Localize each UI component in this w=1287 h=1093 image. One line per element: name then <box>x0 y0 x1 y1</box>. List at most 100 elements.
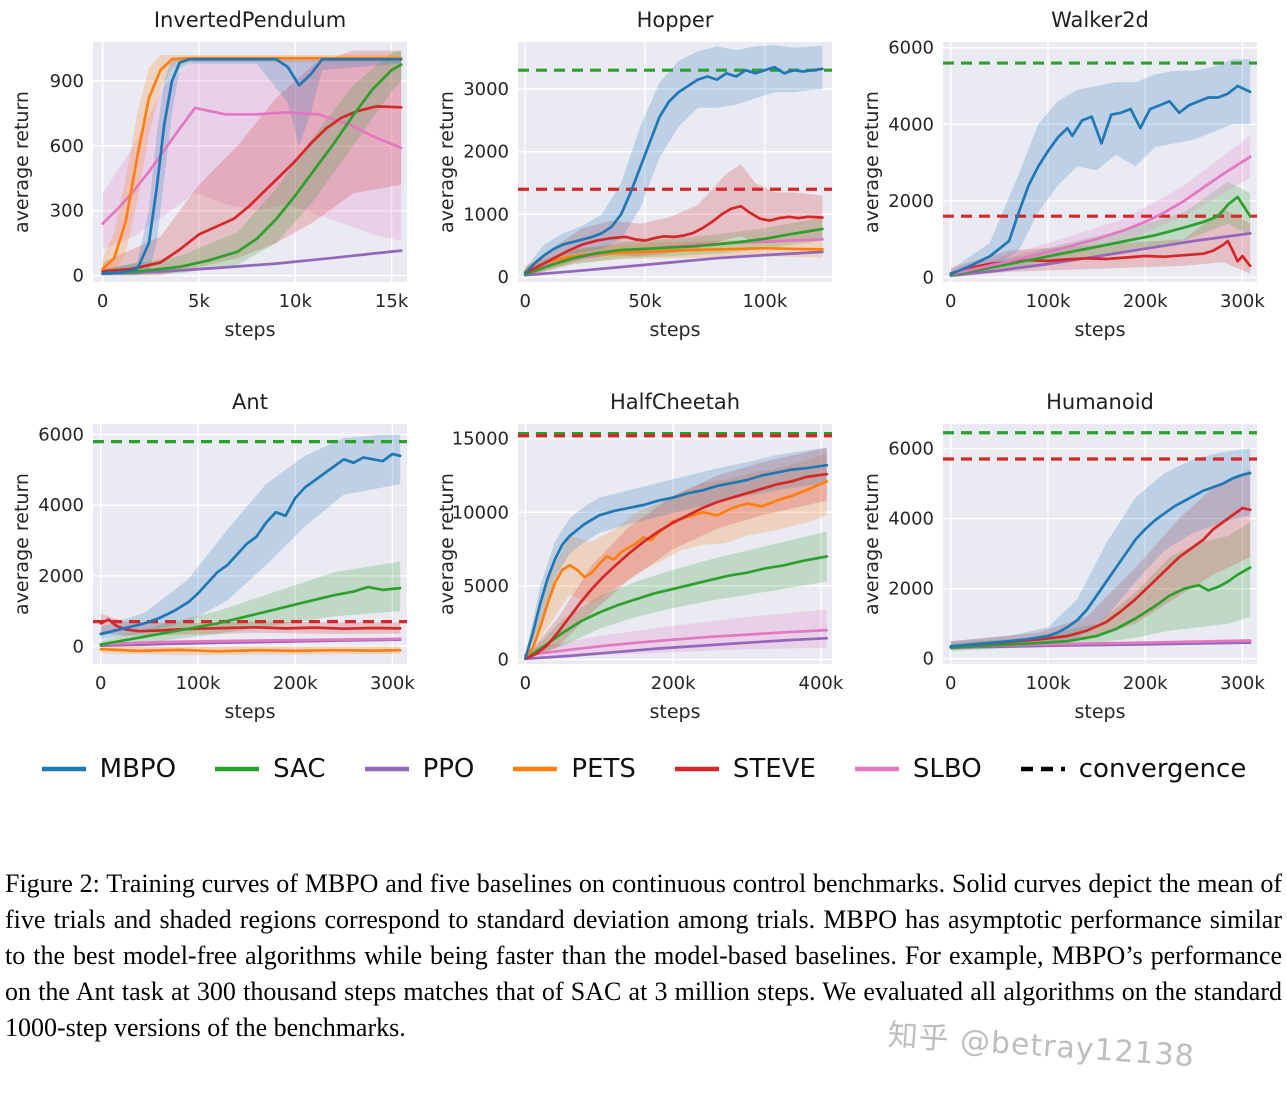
y-tick-label: 2000 <box>463 142 509 163</box>
legend-item-ppo: PPO <box>364 754 475 784</box>
chart-cell-humanoid: Humanoid 0 100k 200k 300k 0 2000 4000 6000 steps a… <box>854 388 1279 728</box>
legend-item-slbo: SLBO <box>854 754 982 784</box>
y-tick-label: 0 <box>923 267 934 288</box>
chart-halfcheetah: HalfCheetah 0 200k 400k 0 5000 10000 15000 steps… <box>438 390 844 723</box>
legend-label: PPO <box>422 754 475 784</box>
series-line-sac <box>99 585 402 646</box>
y-tick-label: 0 <box>73 636 84 657</box>
chart-humanoid: Humanoid 0 100k 200k 300k 0 2000 4000 6000 steps a… <box>863 390 1265 723</box>
series-line-pets <box>99 647 402 653</box>
series-line-ppo <box>524 636 829 661</box>
y-tick-label: 6000 <box>888 439 934 460</box>
band-steve <box>525 447 827 660</box>
y-axis-label: average return <box>438 473 458 615</box>
chart-cell-hopper: Hopper 0 50k 100k 0 1000 2000 3000 steps average … <box>429 6 854 346</box>
series-line-steve <box>949 506 1252 648</box>
series-line-sac <box>949 195 1252 277</box>
x-tick-label: 300k <box>370 673 415 694</box>
legend-label: SLBO <box>912 754 982 784</box>
x-tick-label: 50k <box>628 291 662 312</box>
y-tick-label: 15000 <box>452 429 509 450</box>
series-line-pets <box>101 56 403 271</box>
plot-background <box>518 424 832 664</box>
y-axis-label: average return <box>13 91 33 233</box>
band-mbpo <box>100 434 401 640</box>
chart-title: HalfCheetah <box>610 390 740 414</box>
series-line-ppo <box>101 249 403 276</box>
y-axis-label: average return <box>438 91 458 233</box>
legend-swatch-mbpo-line <box>41 766 86 772</box>
band-mbpo <box>950 59 1251 278</box>
legend-item-convergence: convergence <box>1020 754 1247 784</box>
x-axis-label: steps <box>225 319 276 341</box>
gridlines <box>518 424 832 664</box>
x-tick-label: 100k <box>176 673 221 694</box>
band-sac <box>100 561 401 647</box>
x-tick-label: 5k <box>188 291 210 312</box>
charts-grid: InvertedPendulum 0 5k 10k 15k 0 300 600 900 steps… <box>4 6 1279 728</box>
legend-label: STEVE <box>732 754 816 784</box>
y-tick-label: 0 <box>498 650 509 671</box>
chart-cell-halfcheetah: HalfCheetah 0 200k 400k 0 5000 10000 15000 steps… <box>429 388 854 728</box>
chart-title: Ant <box>232 390 268 414</box>
x-tick-label: 0 <box>520 673 531 694</box>
x-tick-label: 0 <box>97 291 108 312</box>
figure-caption: Figure 2: Training curves of MBPO and fi… <box>5 869 1282 1042</box>
chart-inverted-pendulum: InvertedPendulum 0 5k 10k 15k 0 300 600 900 steps… <box>13 8 409 341</box>
chart-hopper: Hopper 0 50k 100k 0 1000 2000 3000 steps average … <box>438 8 832 341</box>
series-line-sac <box>523 227 824 276</box>
series-line-pets <box>524 480 829 660</box>
x-tick-label: 0 <box>519 291 530 312</box>
y-tick-label: 4000 <box>888 114 934 135</box>
series-line-mbpo <box>524 463 829 660</box>
y-axis-label: average return <box>13 473 33 615</box>
chart-title: Walker2d <box>1051 8 1149 32</box>
legend-item-mbpo: MBPO <box>41 754 176 784</box>
y-tick-label: 0 <box>923 649 934 670</box>
series-line-steve <box>99 618 402 633</box>
x-tick-label: 300k <box>1220 673 1265 694</box>
y-tick-label: 4000 <box>888 509 934 530</box>
x-axis-label: steps <box>1075 701 1126 723</box>
series-line-mbpo <box>99 452 402 636</box>
chart-title: Humanoid <box>1046 390 1154 414</box>
y-tick-label: 0 <box>73 266 84 287</box>
y-tick-label: 1000 <box>463 204 509 225</box>
y-tick-label: 5000 <box>463 576 509 597</box>
y-tick-label: 2000 <box>888 579 934 600</box>
series-line-mbpo <box>523 65 824 275</box>
legend-item-sac: SAC <box>214 754 326 784</box>
band-sac <box>950 181 1251 278</box>
series-line-sac <box>949 566 1252 649</box>
x-tick-label: 200k <box>651 673 696 694</box>
x-tick-label: 300k <box>1220 291 1265 312</box>
chart-cell-invertedpendulum: InvertedPendulum 0 5k 10k 15k 0 300 600 900 steps… <box>4 6 429 346</box>
series-line-ppo <box>523 250 824 277</box>
series-line-sac <box>524 555 829 661</box>
figure-legend: MBPO SAC PPO PETS STEVE SLBO convergence <box>0 754 1287 784</box>
series-line-ppo <box>949 232 1252 277</box>
x-tick-label: 100k <box>1026 291 1071 312</box>
y-tick-label: 3000 <box>463 79 509 100</box>
band-slbo <box>102 57 402 250</box>
x-tick-label: 0 <box>95 673 106 694</box>
x-axis-label: steps <box>650 319 701 341</box>
legend-swatch-steve-line <box>674 766 719 772</box>
series-line-steve <box>524 472 829 661</box>
y-tick-label: 2000 <box>888 191 934 212</box>
band-sac <box>525 531 827 660</box>
band-sac <box>102 50 402 276</box>
series-line-mbpo <box>949 84 1252 276</box>
series-line-sac <box>101 63 403 275</box>
x-tick-label: 200k <box>273 673 318 694</box>
y-tick-label: 6000 <box>888 38 934 59</box>
y-tick-label: 10000 <box>452 502 509 523</box>
y-tick-label: 2000 <box>38 566 84 587</box>
series-line-steve <box>101 105 403 273</box>
legend-label: MBPO <box>99 754 177 784</box>
legend-label: convergence <box>1078 754 1247 784</box>
y-tick-label: 600 <box>50 136 84 157</box>
x-tick-label: 10k <box>279 291 313 312</box>
series-line-slbo <box>949 155 1252 276</box>
